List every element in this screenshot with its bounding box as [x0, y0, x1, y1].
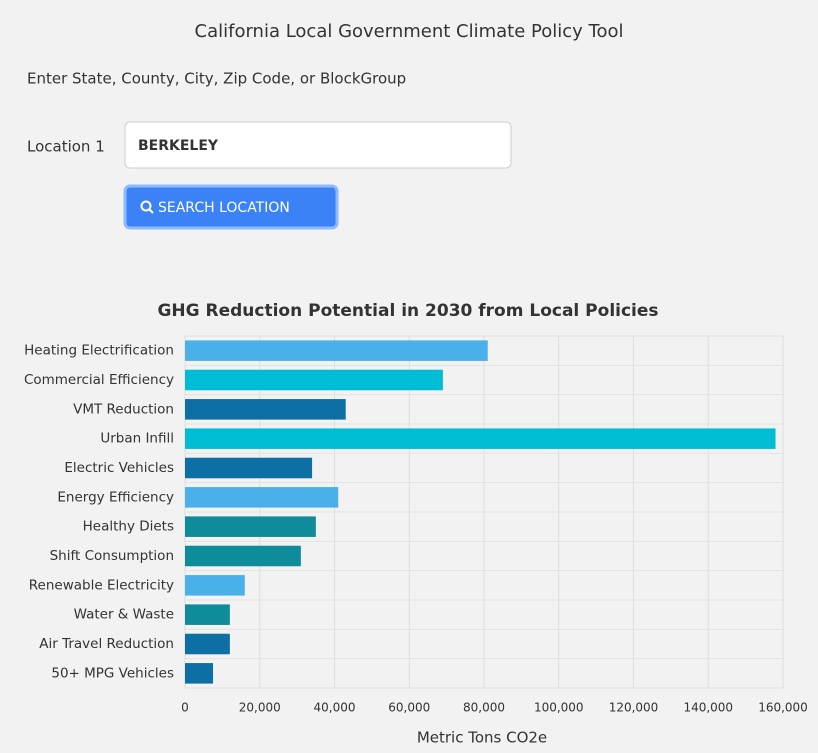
bar: [185, 428, 776, 449]
x-tick-label: 100,000: [534, 701, 584, 715]
bar: [185, 399, 346, 420]
page-title: California Local Government Climate Poli…: [195, 21, 624, 42]
input-box[interactable]: [124, 121, 512, 169]
y-tick-label: Shift Consumption: [50, 548, 174, 564]
x-tick-label: 140,000: [683, 701, 733, 715]
search-icon-handle[interactable]: [148, 208, 154, 214]
bar: [185, 457, 313, 479]
prompt: Enter State, County, City, Zip Code, or …: [27, 70, 406, 88]
bar: [185, 487, 339, 508]
x-tick-label: 160,000: [758, 701, 808, 715]
y-tick-label: Urban Infill: [100, 431, 174, 447]
y-tick-label: Energy Efficiency: [57, 489, 174, 505]
bar: [185, 663, 214, 684]
bar: [185, 604, 230, 625]
x-tick-label: 0: [181, 701, 189, 715]
button-bg[interactable]: [123, 184, 339, 230]
y-tick-label: VMT Reduction: [73, 401, 174, 417]
bar: [185, 575, 245, 596]
y-tick-label: Electric Vehicles: [64, 460, 174, 476]
x-tick-label: 20,000: [239, 701, 281, 715]
y-tick-label: Air Travel Reduction: [39, 636, 174, 652]
y-tick-label: Commercial Efficiency: [24, 372, 174, 388]
input-value[interactable]: BERKELEY: [138, 138, 219, 154]
bar: [185, 340, 488, 361]
y-tick-label: Heating Electrification: [24, 343, 174, 359]
x-tick-label: 80,000: [463, 701, 505, 715]
x-tick-label: 60,000: [388, 701, 430, 715]
chart-title: GHG Reduction Potential in 2030 from Loc…: [157, 301, 658, 321]
x-tick-label: 120,000: [609, 701, 659, 715]
bar: [185, 633, 230, 655]
bar: [185, 369, 443, 391]
search-icon[interactable]: [140, 200, 152, 212]
y-tick-label: 50+ MPG Vehicles: [51, 665, 174, 681]
x-axis-label: Metric Tons CO2e: [417, 729, 547, 747]
location-input[interactable]: BERKELEY: [124, 121, 512, 169]
bar: [185, 545, 301, 567]
y-tick-label: Water & Waste: [74, 607, 174, 623]
y-tick-label: Renewable Electricity: [29, 577, 174, 593]
x-tick-label: 40,000: [314, 701, 356, 715]
location-label: Location 1: [27, 138, 105, 156]
y-tick-label: Healthy Diets: [83, 519, 174, 535]
bar: [185, 516, 316, 537]
search-button[interactable]: SEARCH LOCATION: [123, 184, 339, 230]
button-label[interactable]: SEARCH LOCATION: [158, 200, 290, 216]
